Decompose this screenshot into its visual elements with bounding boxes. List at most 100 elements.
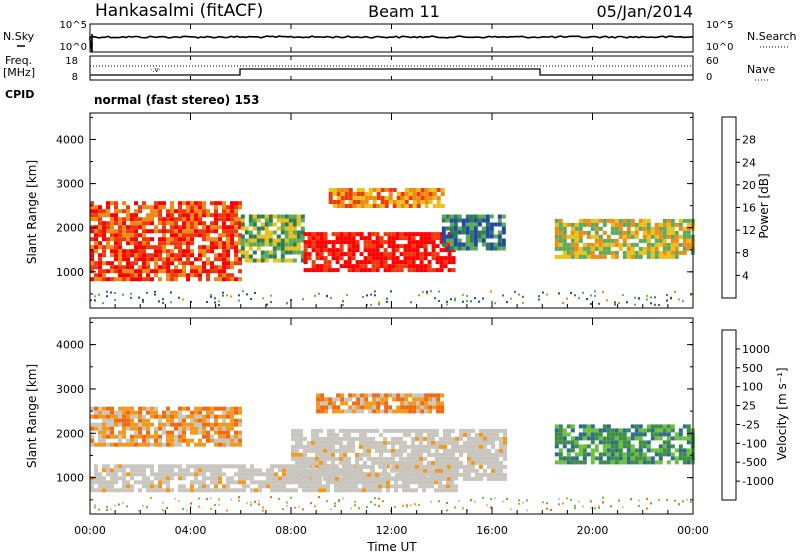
heatmap-cell: [307, 444, 311, 449]
heatmap-cell: [246, 472, 250, 477]
heatmap-cell: [126, 464, 130, 469]
heatmap-cell: [134, 241, 138, 246]
heatmap-cell: [375, 260, 380, 265]
heatmap-cell: [566, 297, 568, 300]
heatmap-cell: [254, 480, 258, 485]
heatmap-cell: [351, 428, 355, 433]
heatmap-cell: [198, 497, 200, 500]
heatmap-cell: [566, 254, 571, 259]
heatmap-cell: [311, 440, 315, 445]
heatmap-cell: [434, 297, 436, 300]
heatmap-cell: [415, 252, 420, 257]
x-tick-label: 16:00: [476, 524, 508, 537]
heatmap-cell: [252, 238, 257, 243]
heatmap-cell: [210, 237, 214, 242]
heatmap-cell: [198, 249, 202, 254]
heatmap-cell: [142, 505, 144, 507]
heatmap-cell: [375, 232, 380, 237]
heatmap-cell: [311, 248, 316, 253]
heatmap-cell: [363, 448, 367, 453]
heatmap-cell: [202, 476, 206, 481]
heatmap-cell: [469, 226, 474, 231]
heatmap-cell: [348, 409, 353, 414]
heatmap-cell: [138, 414, 142, 419]
heatmap-cell: [368, 393, 373, 398]
heatmap-cell: [360, 397, 365, 402]
heatmap-cell: [347, 252, 352, 257]
heatmap-cell: [370, 480, 374, 485]
heatmap-cell: [323, 436, 327, 441]
heatmap-cell: [194, 273, 198, 278]
heatmap-cell: [280, 250, 285, 255]
heatmap-cell: [440, 188, 445, 192]
heatmap-cell: [240, 250, 245, 255]
heatmap-cell: [315, 456, 319, 461]
heatmap-cell: [178, 249, 182, 254]
heatmap-cell: [331, 432, 335, 437]
heatmap-cell: [546, 502, 548, 505]
heatmap-cell: [330, 508, 332, 511]
heatmap-cell: [355, 248, 360, 253]
heatmap-cell: [343, 432, 347, 437]
heatmap-cell: [110, 217, 114, 222]
heatmap-cell: [206, 229, 210, 234]
heatmap-cell: [674, 238, 679, 243]
heatmap-cell: [206, 406, 210, 411]
heatmap-cell: [222, 261, 226, 266]
heatmap-cell: [218, 304, 220, 306]
heatmap-cell: [274, 484, 278, 489]
heatmap-cell: [359, 472, 363, 477]
heatmap-cell: [443, 432, 447, 437]
heatmap-cell: [98, 293, 100, 296]
heatmap-cell: [367, 452, 371, 457]
heatmap-cell: [130, 484, 134, 489]
heatmap-cell: [485, 218, 490, 223]
heatmap-cell: [118, 261, 122, 266]
heatmap-cell: [202, 201, 206, 206]
heatmap-cell: [222, 229, 226, 234]
heatmap-cell: [114, 480, 118, 485]
heatmap-cell: [210, 229, 214, 234]
heatmap-cell: [327, 464, 331, 469]
heatmap-cell: [182, 237, 186, 242]
heatmap-cell: [190, 253, 194, 258]
heatmap-cell: [439, 232, 444, 237]
heatmap-cell: [102, 464, 106, 469]
heatmap-cell: [94, 406, 98, 411]
heatmap-cell: [166, 269, 170, 274]
heatmap-cell: [323, 240, 328, 245]
heatmap-cell: [170, 217, 174, 222]
heatmap-cell: [347, 240, 352, 245]
heatmap-cell: [586, 222, 591, 227]
heatmap-cell: [415, 432, 419, 437]
heatmap-cell: [194, 422, 198, 427]
heatmap-cell: [90, 422, 94, 427]
heatmap-cell: [186, 257, 190, 262]
heatmap-cell: [327, 252, 332, 257]
heatmap-cell: [210, 406, 214, 411]
heatmap-cell: [446, 488, 450, 493]
heatmap-cell: [478, 300, 480, 303]
heatmap-cell: [307, 256, 312, 261]
heatmap-cell: [399, 232, 404, 237]
heatmap-cell: [356, 405, 361, 410]
heatmap-cell: [638, 504, 640, 507]
heatmap-cell: [638, 424, 643, 429]
heatmap-cell: [415, 460, 419, 465]
heatmap-cell: [94, 217, 98, 222]
heatmap-cell: [606, 452, 611, 457]
heatmap-cell: [457, 230, 462, 235]
heatmap-cell: [477, 230, 482, 235]
heatmap-cell: [122, 501, 124, 504]
heatmap-cell: [303, 436, 307, 441]
heatmap-cell: [494, 497, 496, 500]
heatmap-cell: [290, 488, 294, 493]
heatmap-cell: [134, 430, 138, 435]
heatmap-cell: [622, 436, 627, 441]
heatmap-cell: [686, 448, 691, 453]
heatmap-cell: [686, 218, 691, 223]
heatmap-cell: [158, 241, 162, 246]
heatmap-cell: [378, 303, 380, 306]
heatmap-cell: [198, 217, 202, 222]
heatmap-cell: [210, 472, 214, 477]
